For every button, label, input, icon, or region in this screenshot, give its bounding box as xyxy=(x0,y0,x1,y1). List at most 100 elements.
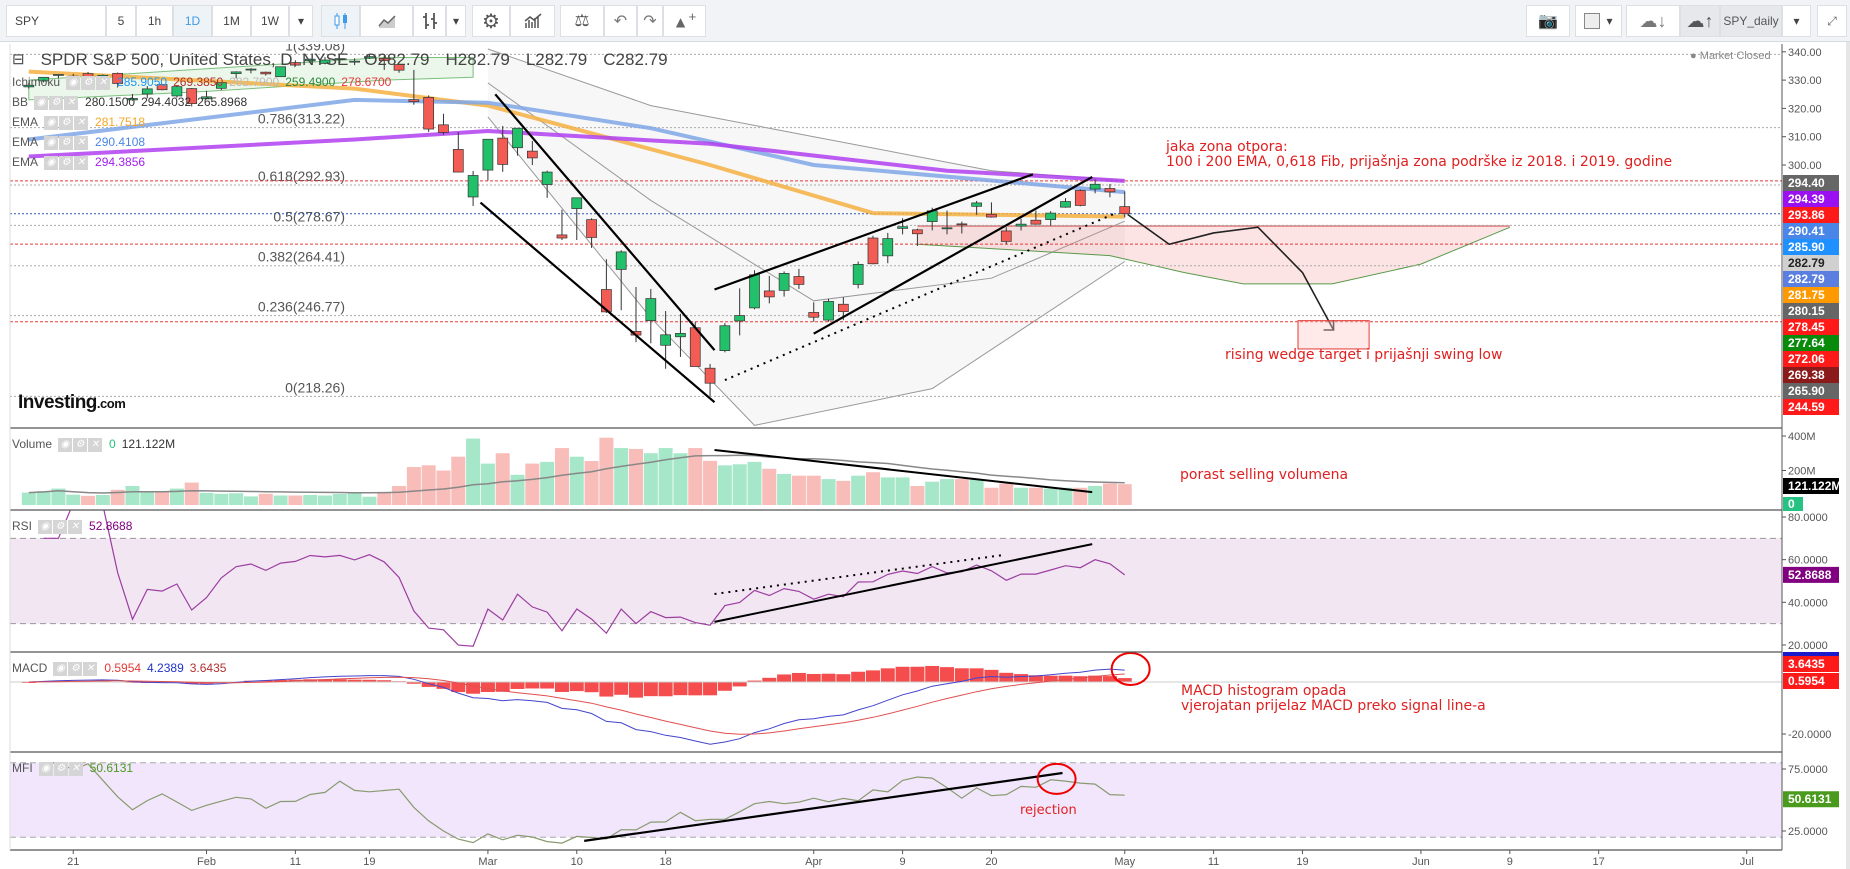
legend-controls[interactable]: ◉ ⚙ ✕ xyxy=(44,134,89,150)
gear-icon[interactable]: ⚙ xyxy=(53,520,68,534)
close-icon[interactable]: ✕ xyxy=(74,116,89,130)
close-icon[interactable]: ✕ xyxy=(96,76,111,90)
compare-button[interactable]: ⚖ xyxy=(560,5,604,37)
candle xyxy=(556,234,568,239)
chart-type-dropdown[interactable]: ▾ xyxy=(446,5,466,37)
gear-icon[interactable]: ⚙ xyxy=(59,116,74,130)
candle xyxy=(319,59,331,64)
eye-icon[interactable]: ◉ xyxy=(38,762,53,776)
load-layout-button[interactable]: ☁↓ xyxy=(1626,5,1680,37)
price-badge: 293.86 xyxy=(1788,208,1825,222)
macd-histogram-bar xyxy=(673,682,688,696)
ichimoku-cloud-past xyxy=(28,57,474,101)
fib-level-label: 1(339.08) xyxy=(285,37,345,53)
candle xyxy=(1045,212,1057,220)
volume-bar xyxy=(318,495,332,505)
legend-controls[interactable]: ◉ ⚙ ✕ xyxy=(44,114,89,130)
legend-controls[interactable]: ◉ ⚙ ✕ xyxy=(53,660,98,676)
close-icon[interactable]: ✕ xyxy=(88,438,103,452)
eye-icon[interactable]: ◉ xyxy=(53,662,68,676)
ichimoku-cloud-future xyxy=(917,226,1510,284)
ohlc-high: H282.79 xyxy=(445,50,510,69)
volume-bar xyxy=(229,493,244,505)
interval-1h[interactable]: 1h xyxy=(136,5,173,37)
eye-icon[interactable]: ◉ xyxy=(44,116,59,130)
gear-icon[interactable]: ⚙ xyxy=(49,96,64,110)
legend-controls[interactable]: ◉ ⚙ ✕ xyxy=(66,74,111,90)
interval-1d[interactable]: 1D xyxy=(173,5,212,37)
volume-bar xyxy=(836,480,851,505)
legend-controls[interactable]: ◉ ⚙ ✕ xyxy=(38,760,84,776)
candles-button[interactable] xyxy=(321,5,360,37)
eye-icon[interactable]: ◉ xyxy=(44,156,59,170)
macd-histogram-bar xyxy=(436,682,451,689)
collapse-icon[interactable]: ⊟ xyxy=(12,51,25,68)
indicators-button[interactable] xyxy=(510,5,555,37)
layout-name[interactable]: SPY_daily xyxy=(1720,5,1782,37)
volume-bar xyxy=(155,492,170,505)
gear-icon[interactable]: ⚙ xyxy=(53,762,68,776)
settings-button[interactable]: ⚙ xyxy=(472,5,510,37)
candle xyxy=(141,88,153,95)
gear-icon[interactable]: ⚙ xyxy=(59,136,74,150)
candle xyxy=(1060,201,1071,208)
close-icon[interactable]: ✕ xyxy=(68,762,83,776)
gear-icon[interactable]: ⚙ xyxy=(73,438,88,452)
layout-dropdown[interactable]: ▾ xyxy=(1782,5,1811,37)
legend-label: BB xyxy=(12,95,29,109)
rsi-pane xyxy=(10,510,1782,647)
chevron-down-icon: ▾ xyxy=(452,14,460,28)
date-tick-label: May xyxy=(1114,856,1135,868)
price-badge: 282.79 xyxy=(1788,256,1825,270)
volume-bar xyxy=(614,448,629,505)
save-layout-button[interactable]: ☁↑ xyxy=(1680,5,1720,37)
price-badge: 269.38 xyxy=(1788,368,1825,382)
redo-button[interactable]: ↷ xyxy=(637,5,663,37)
gear-icon[interactable]: ⚙ xyxy=(68,662,83,676)
snapshot-button[interactable]: 📷 xyxy=(1526,5,1570,37)
interval-5[interactable]: 5 xyxy=(106,5,136,37)
legend-controls[interactable]: ◉ ⚙ ✕ xyxy=(44,154,89,170)
candle xyxy=(897,226,908,229)
scrollbar[interactable] xyxy=(1846,42,1850,869)
macd-histogram-bar xyxy=(569,682,584,692)
eye-icon[interactable]: ◉ xyxy=(34,96,49,110)
macd-histogram-bar xyxy=(184,682,199,684)
interval-1w[interactable]: 1W xyxy=(251,5,289,37)
macd-histogram-bar xyxy=(1088,675,1103,682)
alert-button[interactable]: ▲+ xyxy=(663,5,706,37)
symbol-input[interactable]: SPY xyxy=(6,5,106,37)
gear-icon[interactable]: ⚙ xyxy=(81,76,96,90)
camera-icon: 📷 xyxy=(1538,13,1558,30)
interval-1m[interactable]: 1M xyxy=(212,5,251,37)
eye-icon[interactable]: ◉ xyxy=(58,438,73,452)
color-picker-button[interactable]: ▾ xyxy=(1575,5,1622,37)
area-chart-button[interactable] xyxy=(360,5,413,37)
candle xyxy=(378,57,390,61)
bars-button[interactable] xyxy=(413,5,446,37)
legend-controls[interactable]: ◉ ⚙ ✕ xyxy=(34,94,79,110)
mfi-band xyxy=(10,762,1782,838)
eye-icon[interactable]: ◉ xyxy=(66,76,81,90)
eye-icon[interactable]: ◉ xyxy=(38,520,53,534)
macd-line xyxy=(28,668,1125,745)
legend-controls[interactable]: ◉ ⚙ ✕ xyxy=(58,436,103,452)
close-icon[interactable]: ✕ xyxy=(83,662,98,676)
close-icon[interactable]: ✕ xyxy=(74,136,89,150)
interval-dropdown[interactable]: ▾ xyxy=(289,5,313,37)
gear-icon[interactable]: ⚙ xyxy=(59,156,74,170)
volume-bar xyxy=(1043,488,1058,505)
volume-bar xyxy=(392,486,407,505)
undo-button[interactable]: ↶ xyxy=(604,5,637,37)
volume-bar xyxy=(969,479,984,505)
volume-bar xyxy=(347,493,362,505)
eye-icon[interactable]: ◉ xyxy=(44,136,59,150)
fullscreen-button[interactable]: ⤢ xyxy=(1817,5,1847,37)
close-icon[interactable]: ✕ xyxy=(74,156,89,170)
legend-controls[interactable]: ◉ ⚙ ✕ xyxy=(38,518,83,534)
close-icon[interactable]: ✕ xyxy=(64,96,79,110)
price-badge-bg xyxy=(1783,271,1839,287)
volume-bar xyxy=(184,482,199,505)
close-icon[interactable]: ✕ xyxy=(68,520,83,534)
